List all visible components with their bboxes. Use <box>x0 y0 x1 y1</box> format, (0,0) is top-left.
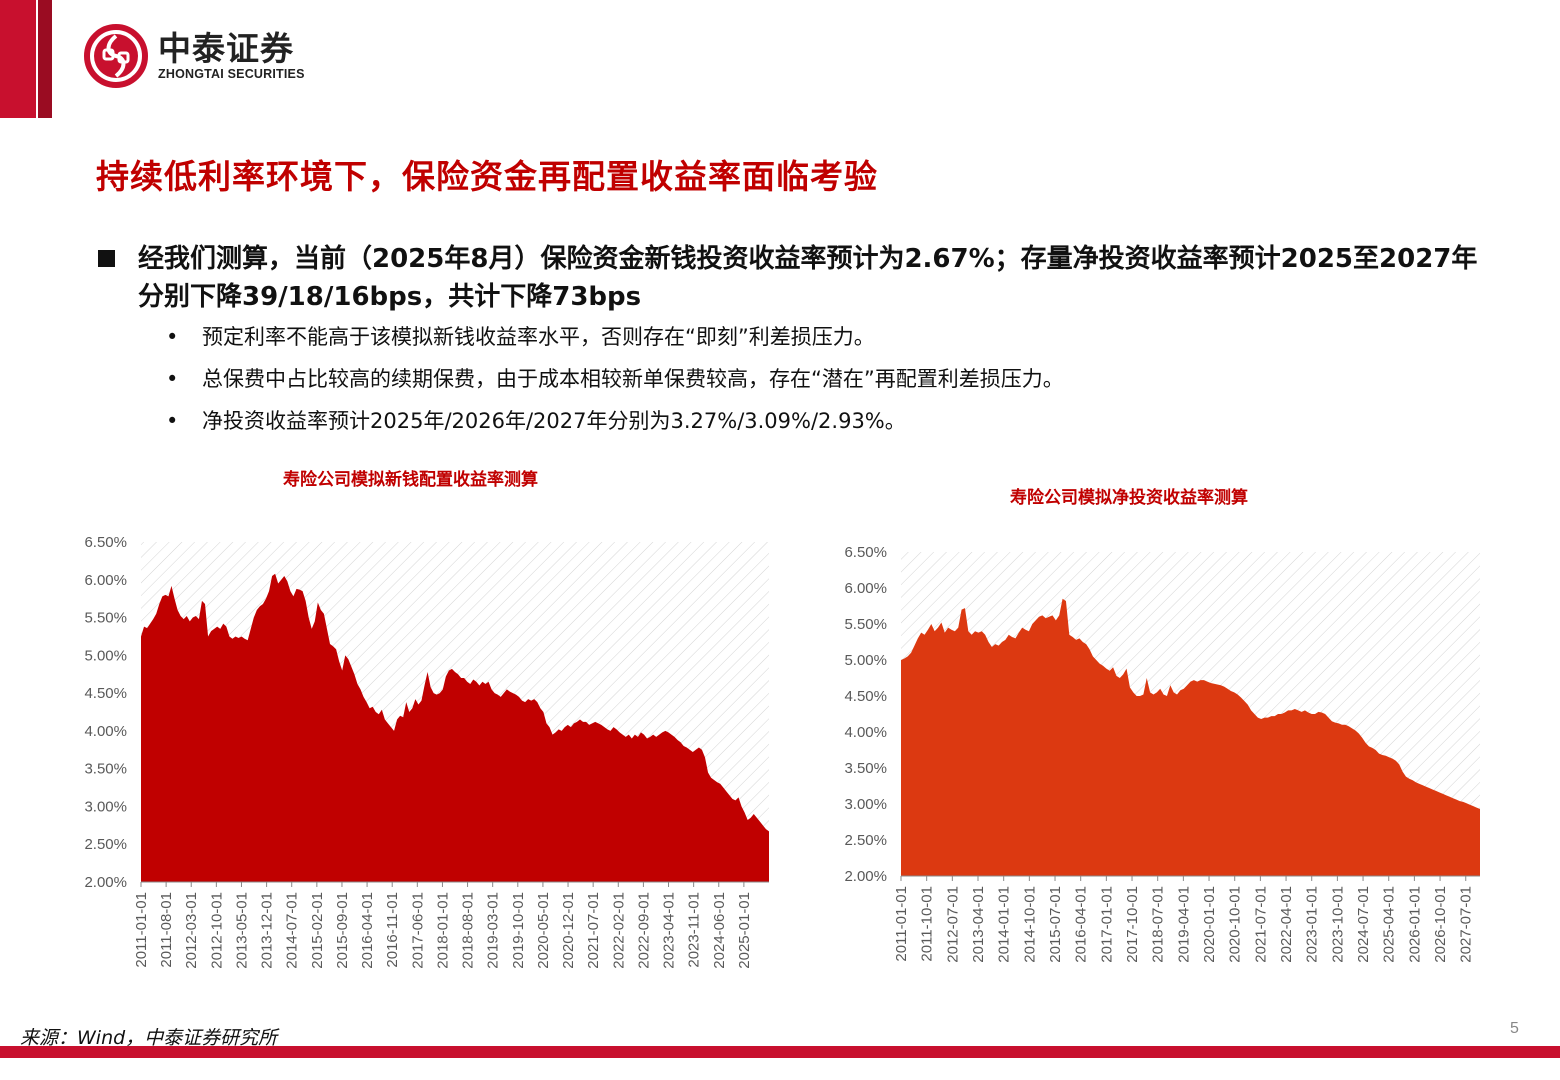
sub-bullet-list: • 预定利率不能高于该模拟新钱收益率水平，否则存在“即刻”利差损压力。 • 总保… <box>166 316 1466 442</box>
page-number: 5 <box>1510 1020 1519 1037</box>
x-tick-label: 2013-04-01 <box>970 886 987 963</box>
x-tick-label: 2021-07-01 <box>1252 886 1269 963</box>
square-bullet-icon <box>98 250 115 267</box>
y-tick-label: 2.50% <box>844 832 887 849</box>
x-tick-label: 2014-10-01 <box>1021 886 1038 963</box>
x-tick-label: 2023-11-01 <box>686 892 703 968</box>
x-tick-label: 2025-04-01 <box>1381 886 1398 963</box>
y-tick-label: 5.00% <box>844 652 887 669</box>
y-tick-label: 5.50% <box>844 616 887 633</box>
x-tick-label: 2013-05-01 <box>233 892 250 969</box>
corner-accent-bar <box>0 0 52 118</box>
y-tick-label: 6.50% <box>844 544 887 561</box>
source-note: 来源：Wind，中泰证券研究所 <box>20 1027 278 1049</box>
brand-name-en: ZHONGTAI SECURITIES <box>158 67 305 81</box>
x-tick-label: 2023-04-01 <box>661 892 678 969</box>
chart-title-new-money-yield: 寿险公司模拟新钱配置收益率测算 <box>283 470 538 490</box>
x-tick-label: 2012-10-01 <box>208 892 225 969</box>
y-tick-label: 3.50% <box>84 761 127 778</box>
x-tick-label: 2019-04-01 <box>1175 886 1192 963</box>
y-tick-label: 5.50% <box>84 610 127 627</box>
x-tick-label: 2022-09-01 <box>635 892 652 969</box>
x-tick-label: 2012-07-01 <box>944 886 961 963</box>
x-tick-label: 2023-01-01 <box>1304 886 1321 963</box>
y-tick-label: 4.00% <box>84 723 127 740</box>
y-tick-label: 2.00% <box>844 868 887 885</box>
sub-bullet: • 预定利率不能高于该模拟新钱收益率水平，否则存在“即刻”利差损压力。 <box>166 316 1466 358</box>
y-tick-label: 2.00% <box>84 874 127 891</box>
x-tick-label: 2011-01-01 <box>893 886 910 962</box>
x-tick-label: 2016-11-01 <box>384 892 401 968</box>
chart-title-net-investment-yield: 寿险公司模拟净投资收益率测算 <box>1010 488 1248 508</box>
x-tick-label: 2025-01-01 <box>736 892 753 969</box>
x-tick-label: 2026-10-01 <box>1432 886 1449 963</box>
x-tick-label: 2020-05-01 <box>535 892 552 969</box>
x-tick-label: 2022-04-01 <box>1278 886 1295 963</box>
x-tick-label: 2017-06-01 <box>409 892 426 969</box>
y-tick-label: 3.50% <box>844 760 887 777</box>
brand-name-cn: 中泰证券 <box>158 29 294 68</box>
sub-bullet-text: 总保费中占比较高的续期保费，由于成本相较新单保费较高，存在“潜在”再配置利差损压… <box>202 367 1064 391</box>
company-logo: 中泰证券 ZHONGTAI SECURITIES <box>84 24 305 88</box>
y-tick-label: 6.50% <box>84 534 127 551</box>
page-title: 持续低利率环境下，保险资金再配置收益率面临考验 <box>96 157 878 196</box>
y-tick-label: 6.00% <box>84 572 127 589</box>
y-tick-label: 3.00% <box>84 798 127 815</box>
x-tick-label: 2020-01-01 <box>1201 886 1218 963</box>
x-tick-label: 2019-03-01 <box>485 892 502 969</box>
bullet-dot: • <box>166 367 179 391</box>
x-tick-label: 2017-01-01 <box>1098 886 1115 963</box>
x-tick-label: 2018-07-01 <box>1150 886 1167 963</box>
x-tick-label: 2014-07-01 <box>284 892 301 969</box>
x-tick-label: 2020-10-01 <box>1227 886 1244 963</box>
x-tick-label: 2021-07-01 <box>585 892 602 969</box>
y-tick-label: 5.00% <box>84 647 127 664</box>
x-tick-label: 2024-07-01 <box>1355 886 1372 963</box>
x-tick-label: 2011-01-01 <box>133 892 150 968</box>
main-bullet: 经我们测算，当前（2025年8月）保险资金新钱投资收益率预计为2.67%；存量净… <box>96 240 1486 316</box>
x-tick-label: 2018-08-01 <box>460 892 477 969</box>
x-tick-label: 2020-12-01 <box>560 892 577 969</box>
yield-area-series <box>901 598 1480 876</box>
x-tick-label: 2027-07-01 <box>1458 886 1475 963</box>
x-tick-label: 2013-12-01 <box>259 892 276 969</box>
x-tick-label: 2019-10-01 <box>510 892 527 969</box>
x-tick-label: 2011-10-01 <box>919 886 936 962</box>
x-tick-label: 2026-01-01 <box>1406 886 1423 963</box>
x-tick-label: 2015-02-01 <box>309 892 326 969</box>
x-tick-label: 2014-01-01 <box>996 886 1013 963</box>
y-tick-label: 4.00% <box>844 724 887 741</box>
zhongtai-logo-icon <box>84 24 148 88</box>
bullet-dot: • <box>166 325 179 349</box>
chart-net-investment-yield: 6.50% 6.00% 5.50% 5.00% 4.50% 4.00% 3.50% 3.00%… <box>844 544 1480 963</box>
x-tick-label: 2023-10-01 <box>1329 886 1346 963</box>
y-tick-label: 4.50% <box>84 685 127 702</box>
x-tick-label: 2017-10-01 <box>1124 886 1141 963</box>
sub-bullet: • 总保费中占比较高的续期保费，由于成本相较新单保费较高，存在“潜在”再配置利差… <box>166 358 1466 400</box>
yield-area-series <box>141 573 769 882</box>
x-tick-label: 2022-02-01 <box>610 892 627 969</box>
x-tick-label: 2016-04-01 <box>359 892 376 969</box>
sub-bullet-text: 净投资收益率预计2025年/2026年/2027年分别为3.27%/3.09%/… <box>202 409 906 433</box>
sub-bullet: • 净投资收益率预计2025年/2026年/2027年分别为3.27%/3.09… <box>166 400 1466 442</box>
x-tick-label: 2015-09-01 <box>334 892 351 969</box>
chart-new-money-yield: 6.50% 6.00% 5.50% 5.00% 4.50% 4.00% 3.50% 3.00%… <box>84 534 769 969</box>
x-tick-label: 2011-08-01 <box>158 892 175 968</box>
bullet-dot: • <box>166 409 179 433</box>
y-tick-label: 3.00% <box>844 796 887 813</box>
y-tick-label: 4.50% <box>844 688 887 705</box>
x-tick-label: 2016-04-01 <box>1073 886 1090 963</box>
main-bullet-text: 经我们测算，当前（2025年8月）保险资金新钱投资收益率预计为2.67%；存量净… <box>138 244 1478 312</box>
y-tick-label: 6.00% <box>844 580 887 597</box>
x-tick-label: 2018-01-01 <box>434 892 451 969</box>
y-tick-label: 2.50% <box>84 836 127 853</box>
x-tick-label: 2024-06-01 <box>711 892 728 969</box>
sub-bullet-text: 预定利率不能高于该模拟新钱收益率水平，否则存在“即刻”利差损压力。 <box>202 325 875 349</box>
bottom-accent-bar <box>0 1046 1560 1058</box>
x-tick-label: 2012-03-01 <box>183 892 200 969</box>
x-tick-label: 2015-07-01 <box>1047 886 1064 963</box>
